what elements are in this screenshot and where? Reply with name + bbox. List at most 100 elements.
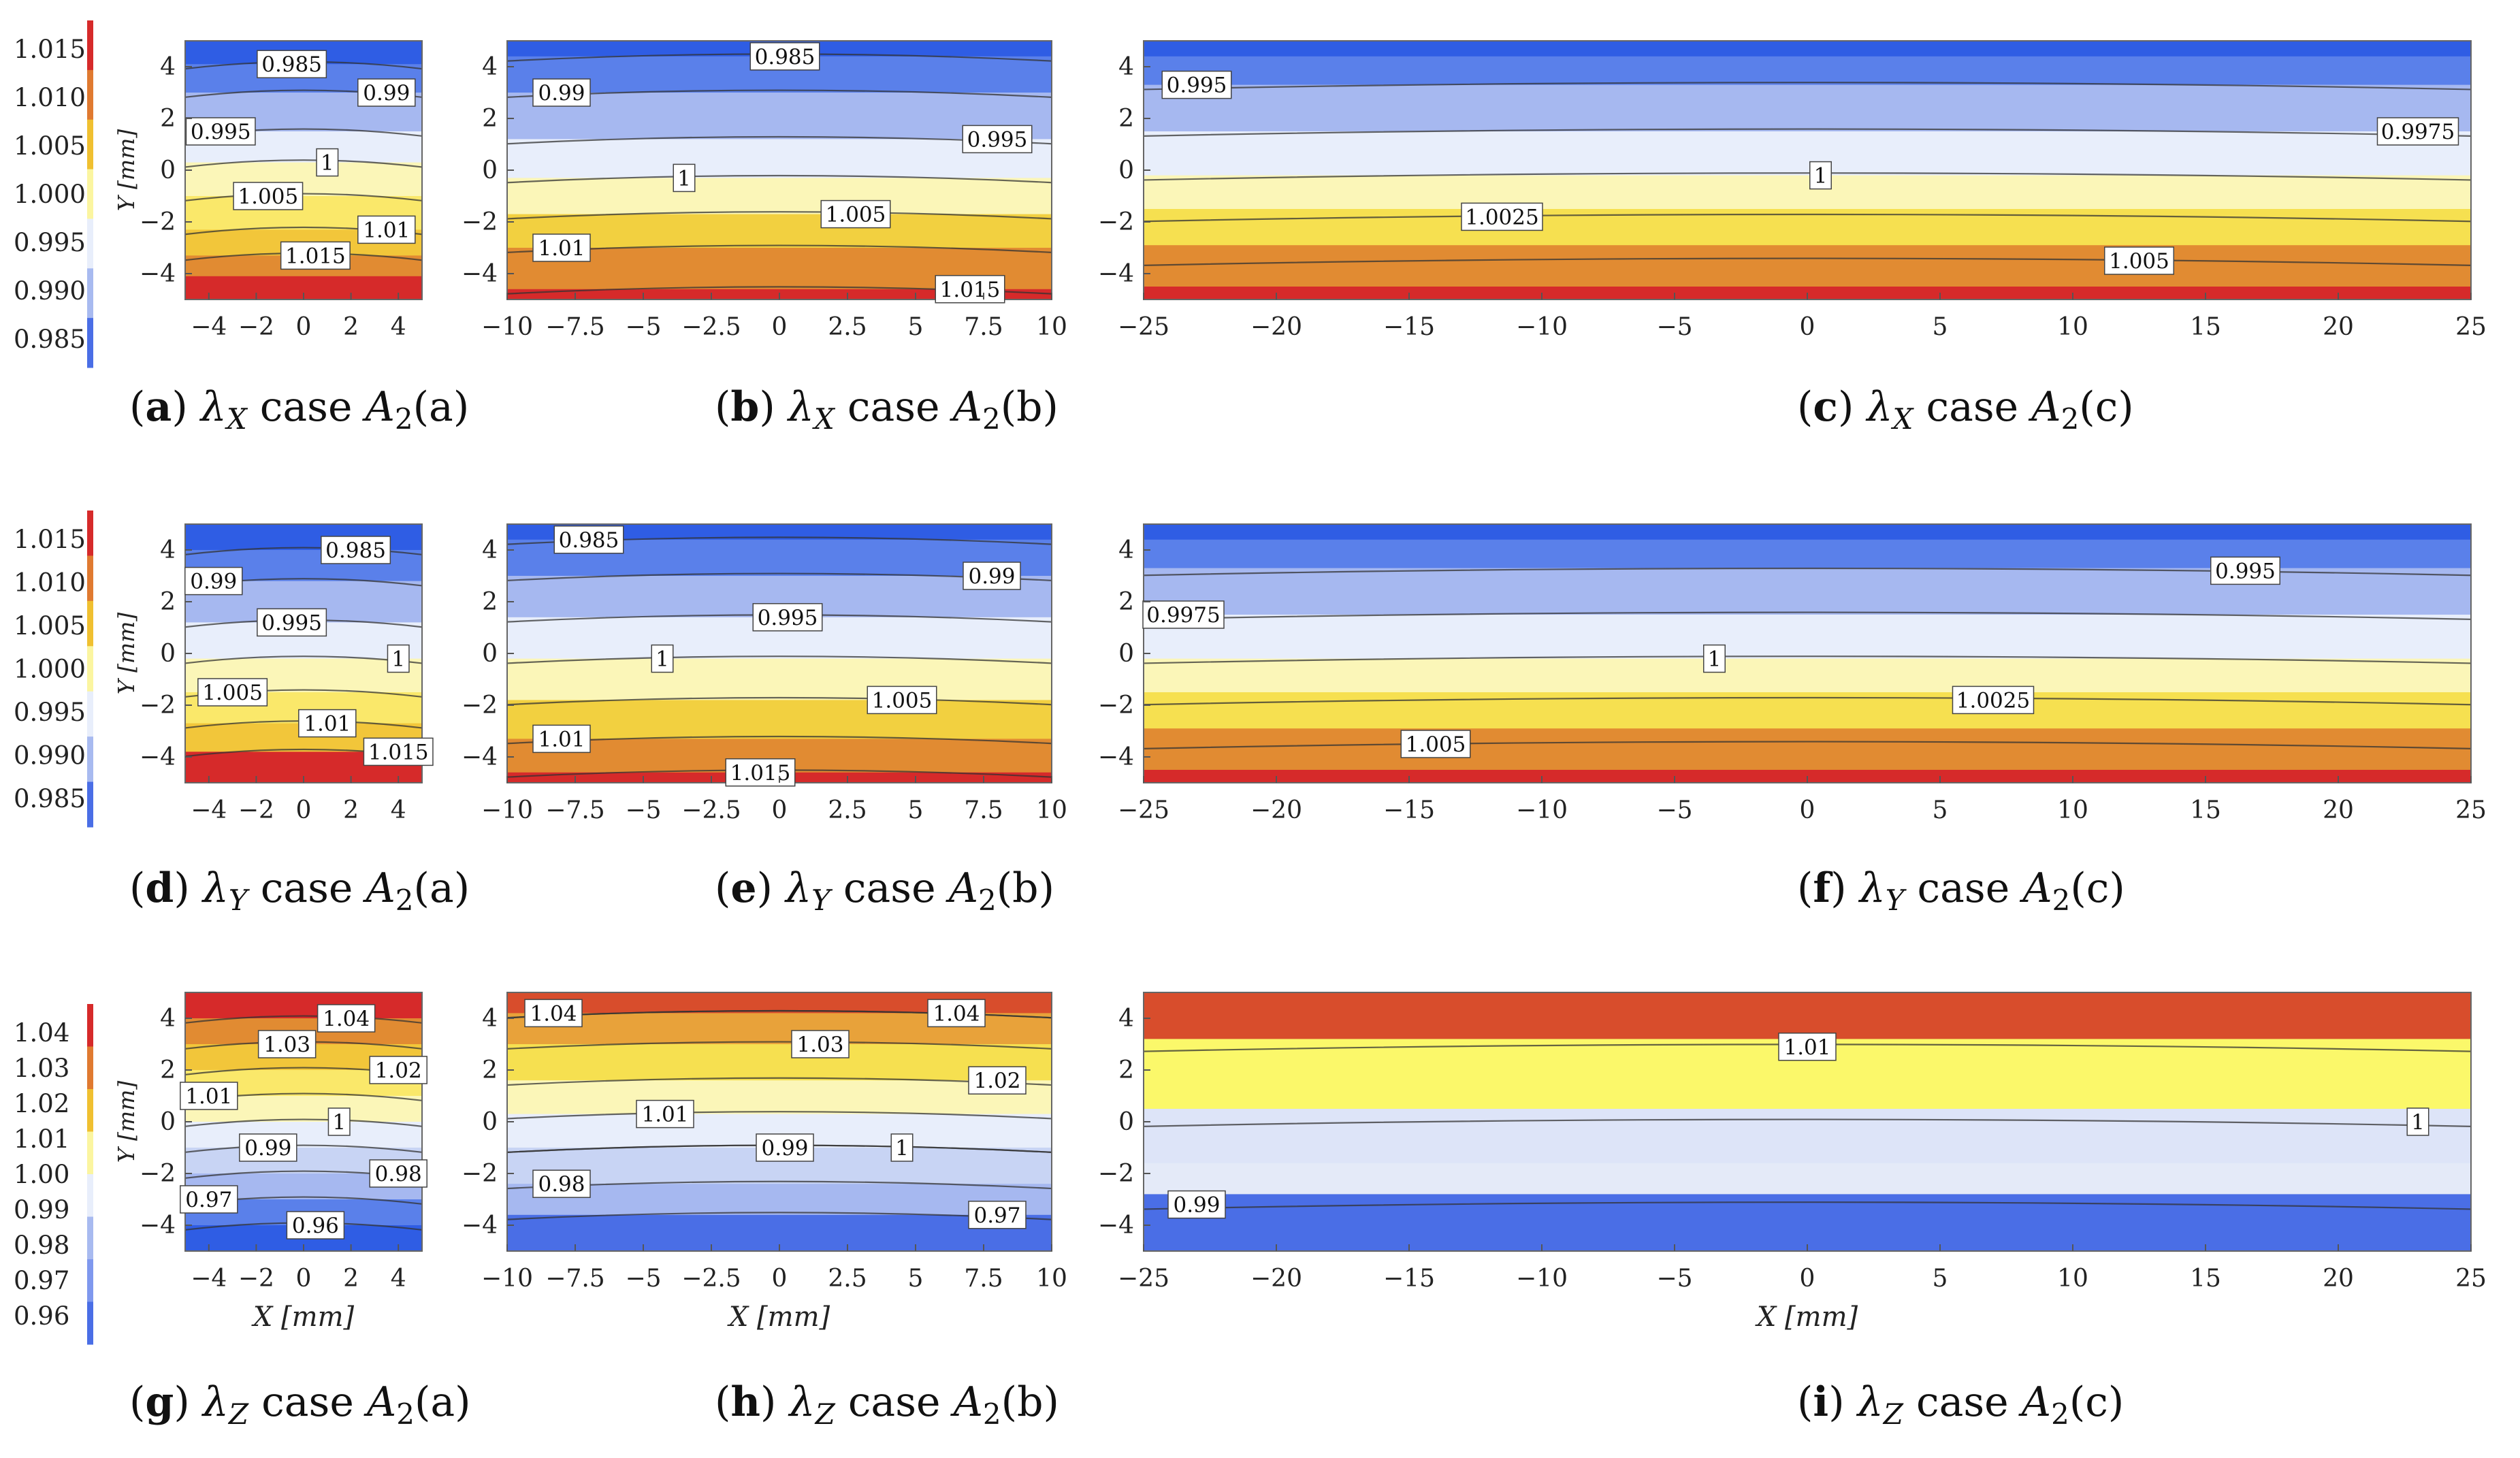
colorbar-segment	[87, 119, 93, 170]
y-axis: 4 2 0 −2 −4	[462, 1005, 514, 1240]
y-axis: 4 2 0 −2 −4	[1098, 53, 1150, 288]
y-tick-label: 0	[160, 157, 176, 184]
contour-label-box	[363, 737, 434, 766]
x-axis-label: X [mm]	[1755, 1301, 1858, 1333]
x-tick-label: 0	[296, 1265, 312, 1293]
y-tick-label: 2	[160, 1056, 176, 1084]
contour-label: 1	[895, 1136, 909, 1161]
contour-bands	[1144, 41, 2471, 300]
x-tick-label: −2.5	[681, 796, 741, 824]
x-tick-label: −10	[481, 313, 533, 341]
y-tick-label: −2	[140, 1160, 176, 1188]
colorbar-segment	[87, 169, 93, 219]
contour-label: 1	[1814, 164, 1828, 189]
contour-band	[185, 992, 422, 1019]
contour-label: 1.04	[530, 1001, 577, 1026]
y-tick-label: 2	[482, 1056, 498, 1084]
contour-bands	[507, 41, 1052, 300]
colorbar-tick-label: 0.995	[14, 698, 86, 727]
contour-label-box	[968, 1066, 1027, 1095]
x-tick-label: −7.5	[545, 313, 604, 341]
contour-label: 0.99	[244, 1136, 291, 1161]
contour-line	[506, 655, 1052, 664]
x-tick-label: 10	[2057, 1265, 2088, 1293]
y-tick-label: 4	[1118, 536, 1134, 564]
y-tick-label: −4	[140, 1212, 176, 1240]
x-tick-label: 2.5	[828, 313, 867, 341]
contour-label-box	[2210, 556, 2280, 585]
panel-caption: (c) λX case A2(c)	[1797, 383, 2134, 436]
y-axis: 4 2 0 −2 −4	[462, 536, 514, 771]
colorbar-segment	[87, 20, 93, 71]
panel-caption: (b) λX case A2(b)	[715, 383, 1059, 436]
x-axis: −10 −7.5 −5 −2.5 0 2.5 5 7.5 10	[481, 776, 1067, 824]
contour-label: 0.97	[185, 1188, 232, 1212]
y-tick-label: 4	[160, 1005, 176, 1033]
x-tick-label: −15	[1383, 313, 1435, 341]
x-axis-label: X [mm]	[727, 1301, 830, 1333]
contour-label-box	[1703, 644, 1726, 673]
contour-label-box	[1142, 600, 1225, 629]
x-tick-label: −2.5	[681, 313, 741, 341]
contour-label: 1.04	[323, 1007, 370, 1031]
contour-label-box	[357, 215, 416, 244]
contour-label: 0.995	[1167, 74, 1227, 98]
x-tick-label: 10	[1036, 1265, 1067, 1293]
contour-labels: 0.985 0.99 0.995 1 1.005 1.01 1.015	[184, 536, 434, 766]
contour-label: 0.995	[2215, 559, 2276, 583]
contour-label: 1	[656, 647, 669, 672]
contour-bands	[1144, 992, 2471, 1252]
contour-label-box	[1778, 1033, 1837, 1061]
contour-line	[1143, 257, 2472, 266]
y-tick-label: 2	[160, 105, 176, 133]
contour-label-box	[257, 608, 327, 637]
contour-label: 1.0025	[1956, 688, 2030, 713]
contour-label-box	[532, 233, 591, 262]
x-tick-label: 2	[343, 313, 359, 341]
x-tick-label: 15	[2190, 1265, 2221, 1293]
x-tick-label: −25	[1118, 313, 1169, 341]
x-tick-label: −25	[1118, 1265, 1169, 1293]
x-tick-label: −4	[191, 796, 227, 824]
x-tick-label: −2	[238, 313, 274, 341]
colorbar-tick-label: 1.005	[14, 131, 86, 161]
panel-caption: (a) λX case A2(a)	[129, 383, 469, 436]
y-tick-label: −4	[1098, 260, 1134, 288]
y-tick-label: 4	[1118, 1005, 1134, 1033]
colorbar-tick-label: 1.04	[14, 1018, 69, 1048]
x-tick-label: 25	[2455, 313, 2487, 341]
colorbar-segment	[87, 736, 93, 783]
x-tick-label: 25	[2455, 1265, 2487, 1293]
y-tick-label: 4	[160, 53, 176, 81]
x-tick-label: −7.5	[545, 1265, 604, 1293]
x-tick-label: −5	[1656, 796, 1692, 824]
y-tick-label: 2	[482, 105, 498, 133]
panel-b: 0.985 0.99 0.995 1 1.005 1.01 1.015 −10 −7.5 −5 −2…	[462, 40, 1067, 436]
x-tick-label: 7.5	[964, 796, 1003, 824]
contour-label: 1.02	[973, 1069, 1020, 1093]
colorbar-tick-label: 0.995	[14, 228, 86, 257]
x-tick-label: −2	[238, 1265, 274, 1293]
colorbar-tick-label: 0.99	[14, 1195, 69, 1225]
contour-label-box	[327, 1107, 351, 1136]
contour-label-box	[180, 1082, 238, 1110]
contour-band	[507, 658, 1052, 701]
contour-band	[1144, 1109, 2471, 1164]
colorbar-segment	[87, 1216, 93, 1260]
x-tick-label: −4	[191, 1265, 227, 1293]
contour-line	[184, 1144, 423, 1153]
colorbar: 1.04 1.03 1.02 1.01 1.00 0.99 0.98 0.97 0.96	[14, 1004, 93, 1345]
x-axis: −10 −7.5 −5 −2.5 0 2.5 5 7.5 10	[481, 293, 1067, 341]
contour-label: 0.985	[325, 538, 386, 563]
colorbar-tick-label: 1.03	[14, 1054, 69, 1083]
contour-label: 1.01	[538, 236, 585, 261]
x-tick-label: −20	[1250, 1265, 1302, 1293]
colorbar-tick-label: 1.015	[14, 35, 86, 64]
colorbar-tick-label: 0.990	[14, 741, 86, 771]
contour-label-box	[963, 562, 1021, 590]
contour-band	[185, 1122, 422, 1148]
x-tick-label: 2	[343, 1265, 359, 1293]
x-tick-label: −10	[1516, 313, 1568, 341]
colorbar-segment	[87, 1004, 93, 1047]
